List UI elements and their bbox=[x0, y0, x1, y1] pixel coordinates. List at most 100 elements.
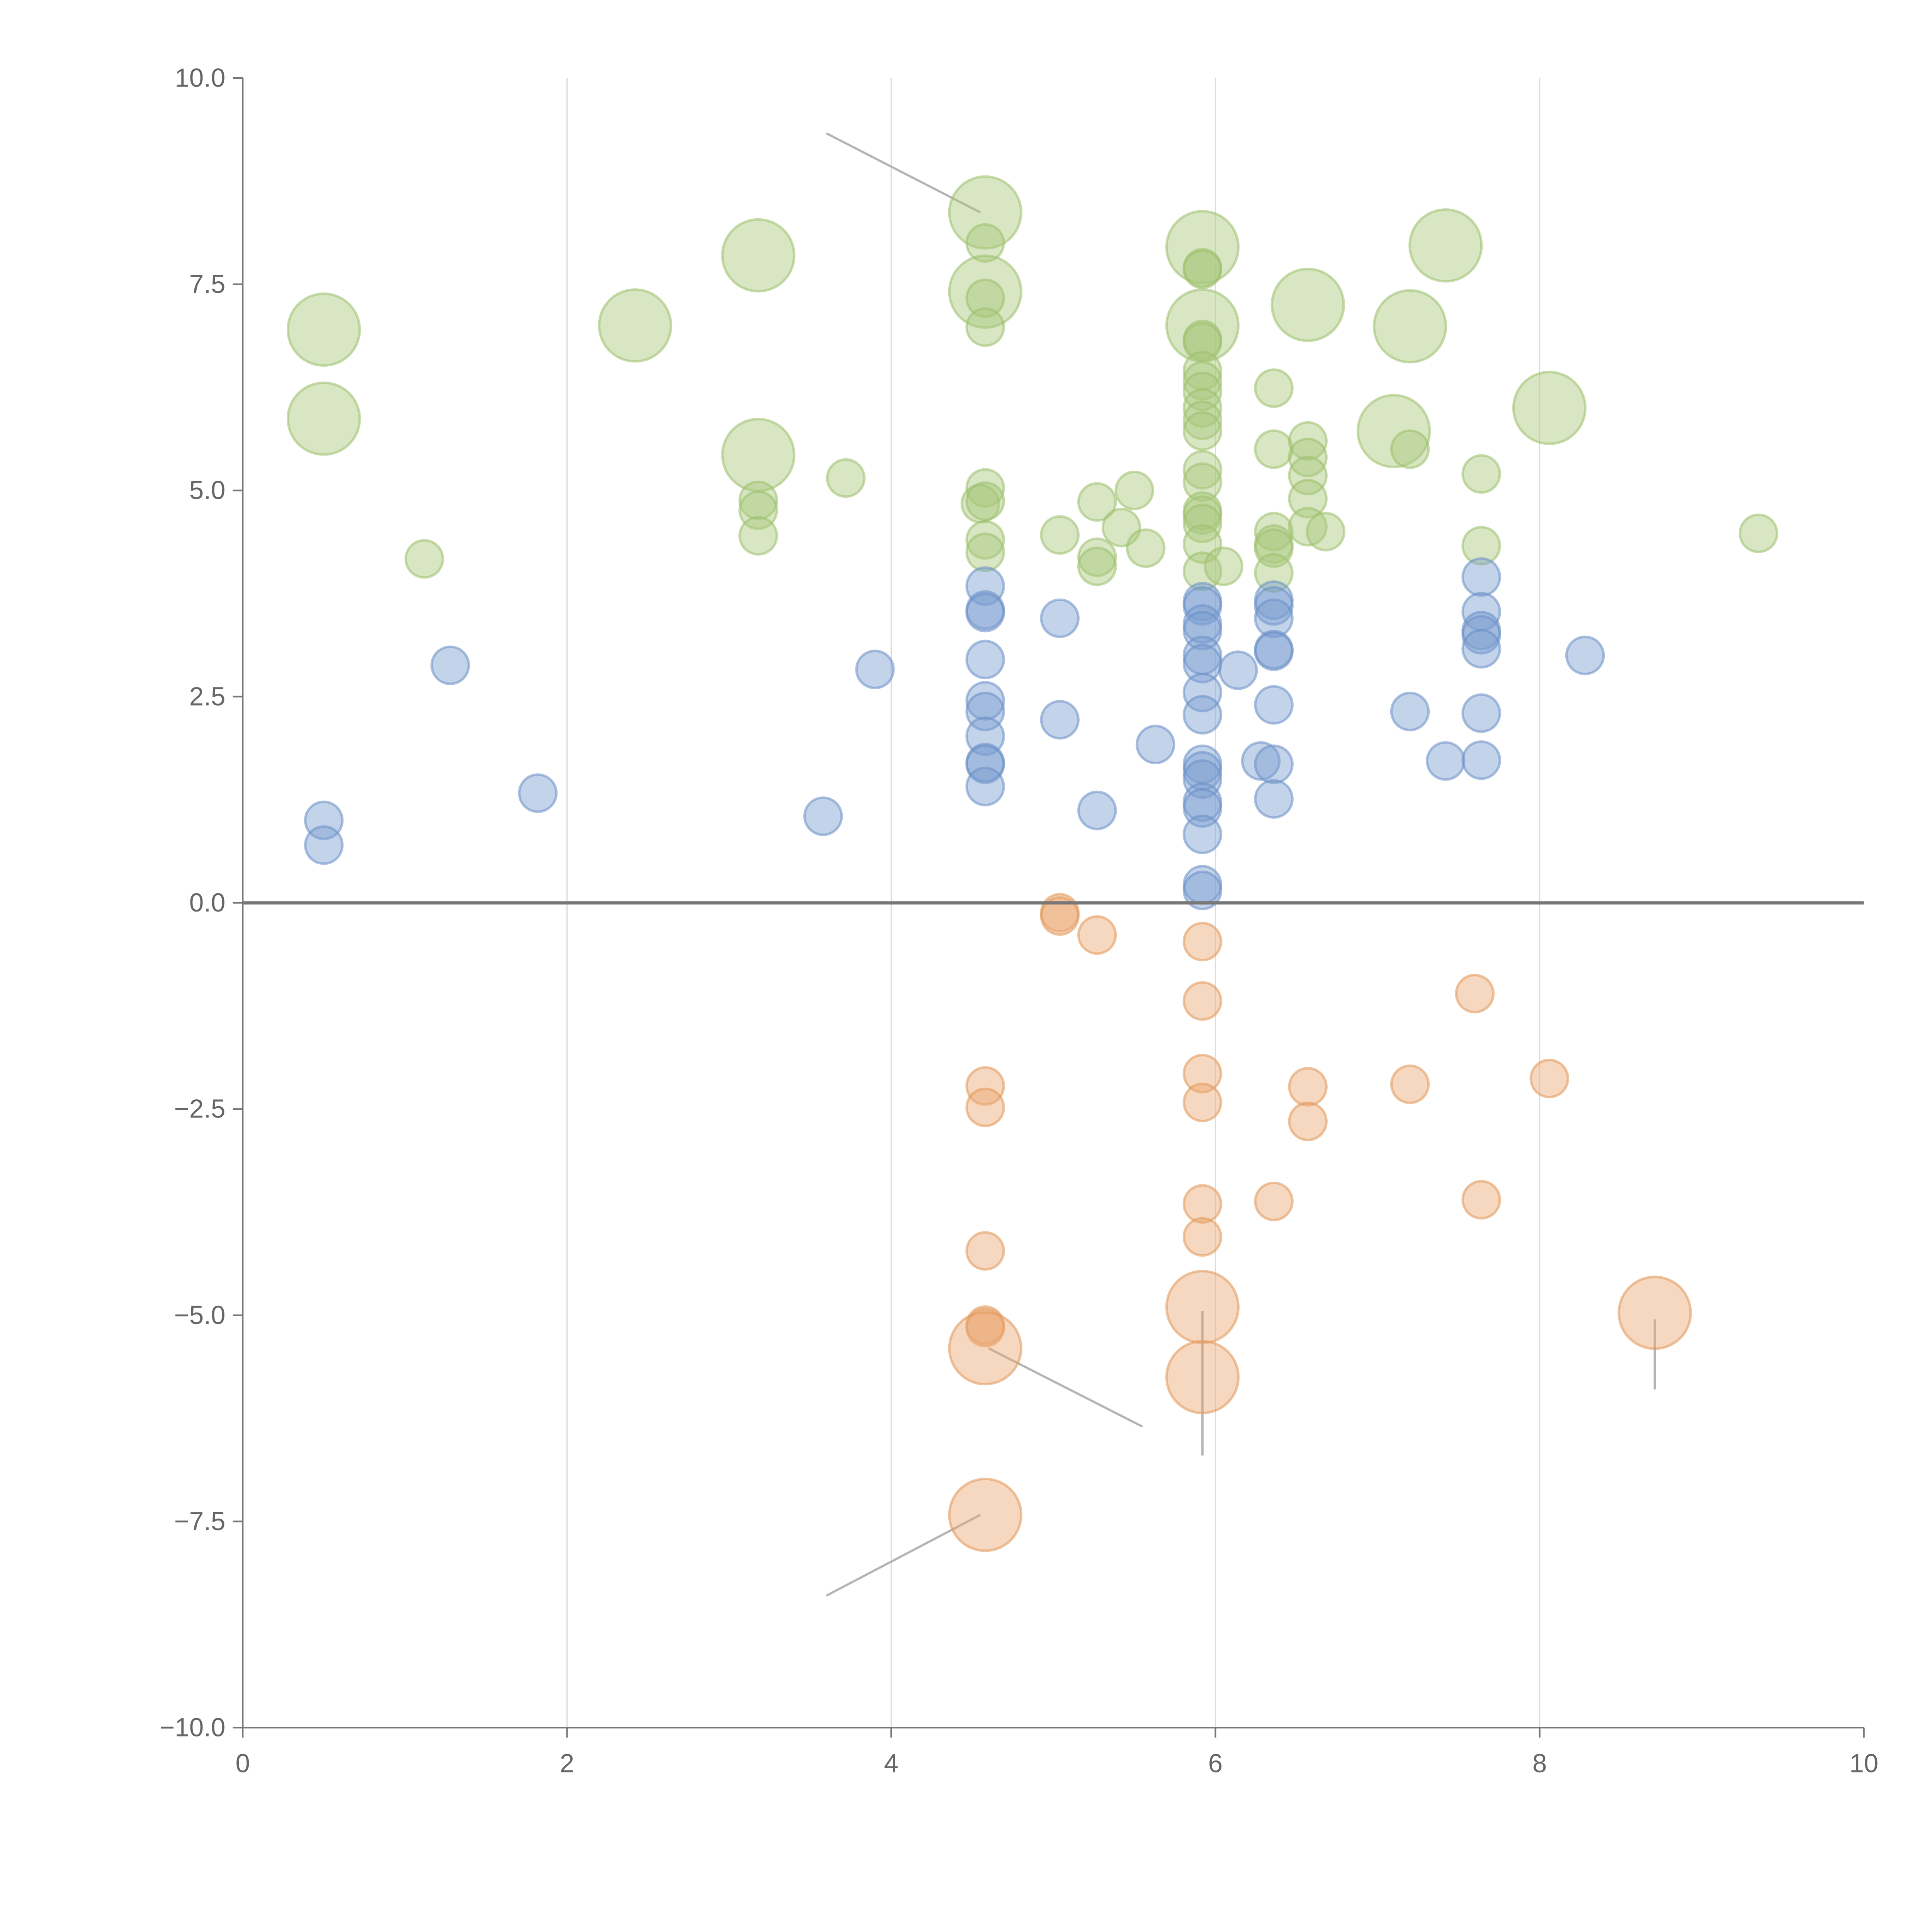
data-point-green[interactable] bbox=[965, 307, 1005, 347]
data-point-blue[interactable] bbox=[965, 639, 1005, 680]
data-point-green[interactable] bbox=[1077, 537, 1117, 577]
data-point-orange[interactable] bbox=[948, 1478, 1022, 1552]
data-point-green[interactable] bbox=[721, 218, 796, 293]
data-point-orange[interactable] bbox=[1288, 1101, 1328, 1141]
data-point-green[interactable] bbox=[1182, 495, 1223, 535]
data-point-green[interactable] bbox=[1182, 400, 1223, 440]
data-point-blue[interactable] bbox=[965, 592, 1005, 633]
data-point-orange[interactable] bbox=[1182, 981, 1223, 1021]
data-point-green[interactable] bbox=[1408, 208, 1483, 283]
data-point-blue[interactable] bbox=[1182, 871, 1223, 910]
data-point-green[interactable] bbox=[738, 516, 778, 556]
data-point-blue[interactable] bbox=[1040, 700, 1080, 740]
data-point-green[interactable] bbox=[1182, 388, 1223, 428]
data-point-green[interactable] bbox=[1182, 462, 1223, 502]
data-point-blue[interactable] bbox=[430, 645, 470, 685]
data-point-orange[interactable] bbox=[965, 1308, 1005, 1348]
data-point-blue[interactable] bbox=[965, 681, 1005, 721]
data-point-orange[interactable] bbox=[1529, 1058, 1570, 1099]
data-point-green[interactable] bbox=[1254, 512, 1294, 552]
data-point-green[interactable] bbox=[1356, 394, 1431, 468]
data-point-blue[interactable] bbox=[1182, 815, 1223, 854]
data-point-green[interactable] bbox=[965, 468, 1005, 508]
data-point-green[interactable] bbox=[1040, 515, 1080, 555]
data-point-blue[interactable] bbox=[1077, 791, 1117, 830]
data-point-green[interactable] bbox=[1254, 429, 1294, 469]
data-point-blue[interactable] bbox=[1254, 779, 1294, 819]
data-point-green[interactable] bbox=[1077, 482, 1117, 522]
data-point-orange[interactable] bbox=[1288, 1067, 1328, 1107]
data-point-orange[interactable] bbox=[1182, 1082, 1223, 1122]
data-point-green[interactable] bbox=[1182, 503, 1223, 543]
data-point-blue[interactable] bbox=[518, 773, 558, 813]
data-point-green[interactable] bbox=[721, 418, 796, 492]
data-point-orange[interactable] bbox=[1390, 1064, 1430, 1104]
data-point-orange[interactable] bbox=[1040, 896, 1080, 936]
data-point-orange[interactable] bbox=[1617, 1276, 1692, 1350]
data-point-green[interactable] bbox=[1182, 411, 1223, 451]
data-point-green[interactable] bbox=[965, 532, 1005, 572]
data-point-orange[interactable] bbox=[965, 1231, 1005, 1271]
data-point-orange[interactable] bbox=[1182, 1184, 1223, 1224]
data-point-green[interactable] bbox=[1254, 368, 1294, 408]
data-point-green[interactable] bbox=[1182, 361, 1223, 401]
data-point-orange[interactable] bbox=[965, 1087, 1005, 1128]
data-point-green[interactable] bbox=[1270, 267, 1345, 342]
data-point-green[interactable] bbox=[1372, 289, 1447, 364]
data-point-blue[interactable] bbox=[1254, 598, 1294, 638]
data-point-blue[interactable] bbox=[1390, 692, 1430, 731]
data-point-orange[interactable] bbox=[1077, 915, 1117, 955]
data-point-green[interactable] bbox=[286, 381, 361, 456]
data-point-green[interactable] bbox=[1254, 553, 1294, 593]
data-point-blue[interactable] bbox=[1182, 672, 1223, 713]
data-point-blue[interactable] bbox=[855, 650, 895, 689]
data-point-orange[interactable] bbox=[948, 1311, 1022, 1386]
data-point-green[interactable] bbox=[1288, 456, 1328, 496]
data-point-orange[interactable] bbox=[965, 1066, 1005, 1106]
data-point-green[interactable] bbox=[1126, 528, 1166, 568]
data-point-green[interactable] bbox=[738, 480, 778, 520]
data-point-green[interactable] bbox=[1288, 421, 1328, 461]
data-point-green[interactable] bbox=[948, 254, 1022, 329]
data-point-green[interactable] bbox=[965, 223, 1005, 263]
data-point-blue[interactable] bbox=[1461, 693, 1501, 733]
data-point-green[interactable] bbox=[1114, 470, 1155, 510]
data-point-green[interactable] bbox=[965, 481, 1005, 521]
data-point-green[interactable] bbox=[1512, 371, 1587, 445]
data-point-green[interactable] bbox=[965, 278, 1005, 318]
data-point-blue[interactable] bbox=[304, 825, 344, 865]
data-point-green[interactable] bbox=[826, 458, 866, 498]
data-point-orange[interactable] bbox=[1182, 1217, 1223, 1257]
data-point-blue[interactable] bbox=[1254, 744, 1294, 784]
data-point-orange[interactable] bbox=[1461, 1180, 1501, 1220]
data-point-green[interactable] bbox=[1182, 249, 1223, 289]
data-point-blue[interactable] bbox=[1461, 557, 1501, 597]
data-point-orange[interactable] bbox=[1165, 1340, 1240, 1415]
data-point-orange[interactable] bbox=[1254, 1181, 1294, 1221]
data-point-blue[interactable] bbox=[965, 744, 1005, 784]
data-point-blue[interactable] bbox=[1461, 615, 1501, 655]
data-point-green[interactable] bbox=[1182, 371, 1223, 412]
data-point-blue[interactable] bbox=[1254, 586, 1294, 626]
data-point-green[interactable] bbox=[1182, 322, 1223, 362]
data-point-green[interactable] bbox=[1461, 526, 1501, 566]
data-point-green[interactable] bbox=[404, 539, 444, 579]
data-point-green[interactable] bbox=[965, 520, 1005, 560]
data-point-blue[interactable] bbox=[1241, 741, 1281, 781]
data-point-blue[interactable] bbox=[1182, 759, 1223, 799]
data-point-green[interactable] bbox=[286, 292, 361, 367]
data-point-blue[interactable] bbox=[1040, 598, 1080, 638]
data-point-blue[interactable] bbox=[1461, 740, 1501, 780]
data-point-blue[interactable] bbox=[965, 767, 1005, 806]
data-point-green[interactable] bbox=[1461, 454, 1501, 494]
data-point-orange[interactable] bbox=[1455, 974, 1495, 1014]
data-point-blue[interactable] bbox=[803, 796, 843, 836]
data-point-green[interactable] bbox=[1738, 513, 1779, 553]
data-point-orange[interactable] bbox=[1182, 1054, 1223, 1094]
data-point-green[interactable] bbox=[598, 288, 672, 363]
data-point-blue[interactable] bbox=[1182, 695, 1223, 735]
data-point-blue[interactable] bbox=[1218, 650, 1258, 690]
data-point-blue[interactable] bbox=[1461, 629, 1501, 669]
data-point-blue[interactable] bbox=[1565, 635, 1605, 675]
data-point-blue[interactable] bbox=[1254, 631, 1294, 671]
